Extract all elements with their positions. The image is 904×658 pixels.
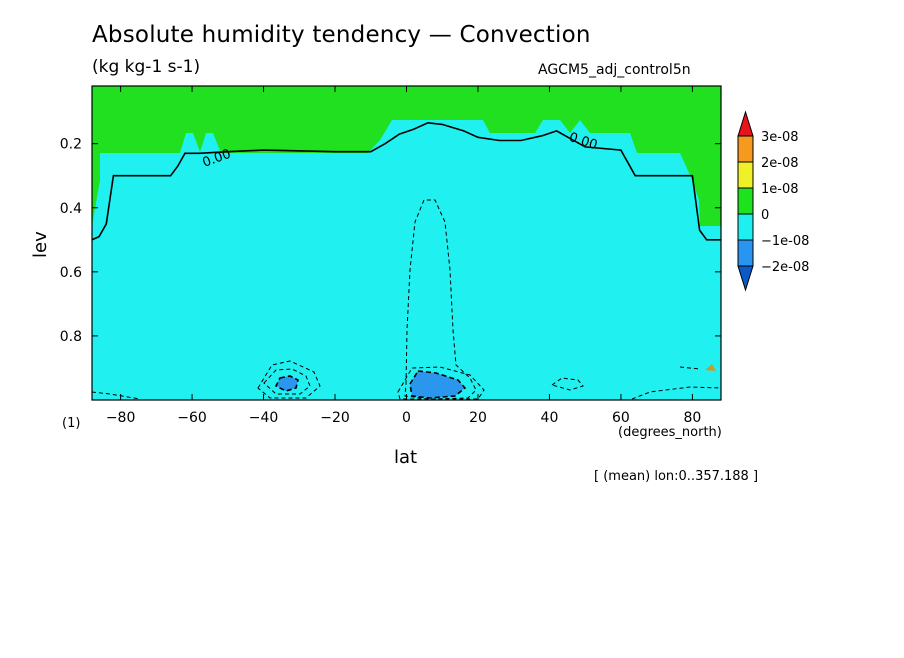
x-tick-label: −80 xyxy=(106,410,136,426)
strong-negative-region xyxy=(410,371,465,398)
legend-swatch xyxy=(737,161,754,189)
negative-contour-line xyxy=(550,377,584,391)
legend-swatch xyxy=(737,187,754,215)
zero-contour-line xyxy=(92,121,721,241)
legend-swatch xyxy=(737,135,754,163)
chart-title: Absolute humidity tendency — Convection xyxy=(92,22,591,48)
legend-label: 1e-08 xyxy=(761,182,799,197)
negative-contour-line xyxy=(631,386,721,400)
y-tick-label: 0.2 xyxy=(60,137,82,153)
y-axis-label: lev xyxy=(30,231,51,258)
legend-label: 0 xyxy=(761,208,769,223)
negative-humidity-region xyxy=(92,120,721,400)
x-axis-label: lat xyxy=(394,447,418,468)
x-tick-label: 60 xyxy=(612,410,630,426)
legend-swatch xyxy=(737,213,754,241)
strong-negative-region xyxy=(276,376,298,391)
legend-label: 3e-08 xyxy=(761,130,799,145)
x-axis: −80 −60 −40 −20 0 20 40 60 80 xyxy=(106,86,701,426)
x-units-label: (degrees_north) xyxy=(618,425,722,440)
strong-negative-contour-line xyxy=(274,375,299,392)
y-units-label: (1) xyxy=(62,416,81,431)
negative-contour-line xyxy=(257,360,321,399)
x-tick-label: 80 xyxy=(683,410,701,426)
strong-negative-contour-line xyxy=(409,370,467,399)
mean-info-label: [ (mean) lon:0..357.188 ] xyxy=(594,469,759,484)
x-tick-label: 0 xyxy=(402,410,411,426)
negative-contour-line xyxy=(263,368,311,395)
legend-swatch xyxy=(737,265,754,292)
x-tick-label: −40 xyxy=(249,410,279,426)
legend-label: 2e-08 xyxy=(761,156,799,171)
legend-label: −1e-08 xyxy=(761,234,809,249)
y-tick-label: 0.6 xyxy=(60,265,82,281)
x-tick-label: 20 xyxy=(469,410,487,426)
y-tick-label: 0.8 xyxy=(60,329,82,345)
x-tick-label: 40 xyxy=(541,410,559,426)
legend-swatch xyxy=(737,110,754,137)
chart-units: (kg kg-1 s-1) xyxy=(92,57,201,77)
color-legend: 3e-08 2e-08 1e-08 0 −1e-08 −2e-08 xyxy=(737,110,809,292)
legend-label: −2e-08 xyxy=(761,260,809,275)
dataset-label: AGCM5_adj_control5n xyxy=(538,62,691,78)
y-tick-label: 0.4 xyxy=(60,201,82,217)
y-axis: 0.2 0.4 0.6 0.8 xyxy=(60,137,721,345)
negative-contour-line xyxy=(92,391,141,400)
negative-contour-line xyxy=(679,366,701,370)
x-tick-label: −60 xyxy=(177,410,207,426)
negative-contour-line xyxy=(397,366,485,400)
positive-moderate-region xyxy=(705,364,716,371)
x-tick-label: −20 xyxy=(320,410,350,426)
legend-swatch xyxy=(737,239,754,267)
